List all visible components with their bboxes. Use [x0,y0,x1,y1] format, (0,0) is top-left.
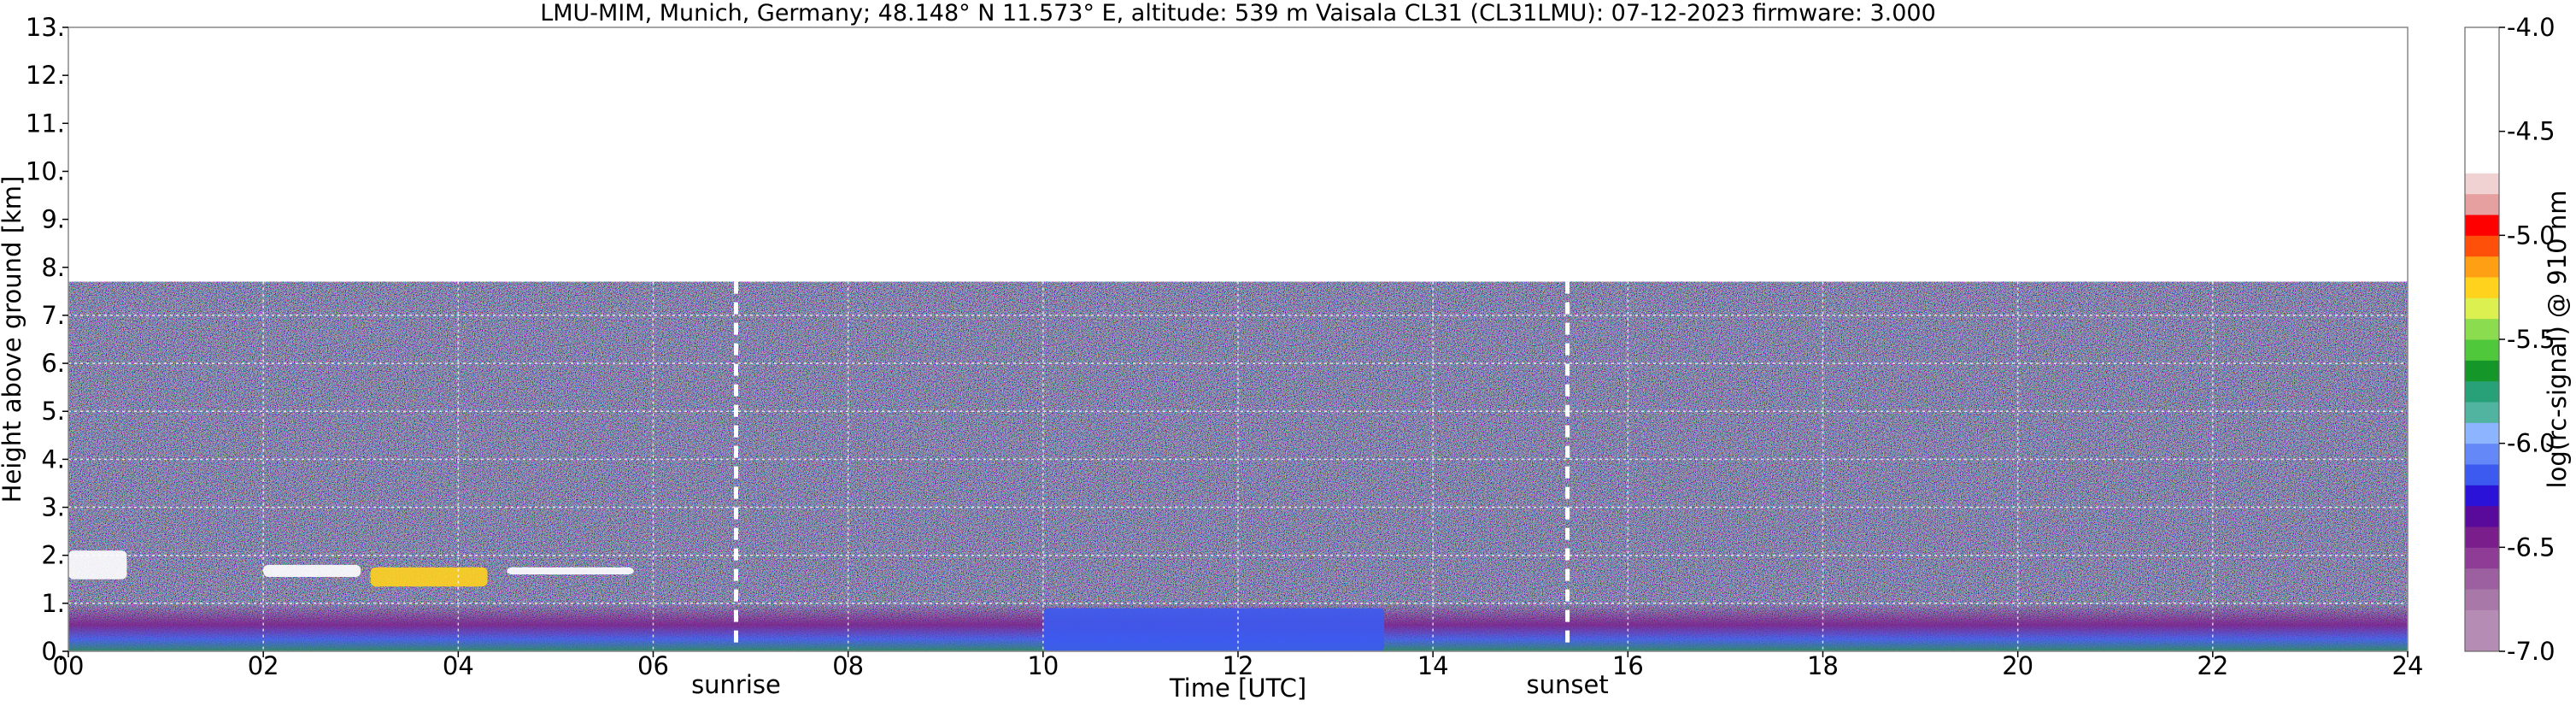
x-tick-label: 22 [2197,651,2228,680]
x-tick-label: 10 [1027,651,1059,680]
colorbar-tick-label: -4.0 [2507,13,2555,42]
plot-area [68,27,2408,651]
colorbar: -7.0 -6.5 -6.0 -5.5 -5.0 -4.5 -4.0 log(rc-sign… [2464,13,2572,666]
x-tick-label: 16 [1612,651,1644,680]
colorbar-tick-label: -6.0 [2507,429,2555,458]
y-tick-label: 13. [26,13,65,42]
annotation-labels: sunrise sunset [691,670,1609,699]
y-axis: 0. 1. 2. 3. 4. 5. 6. 7. 8. 9. 10. 11. 12. 13. [26,13,68,666]
colorbar-level [2465,568,2499,590]
colorbar-level [2465,277,2499,298]
colorbar-tick-label: -5.5 [2507,325,2555,354]
annotation-label-sunset: sunset [1527,670,1609,699]
x-tick-label: 04 [443,651,474,680]
x-tick-label: 00 [53,651,85,680]
y-tick-label: 8. [41,253,65,282]
colorbar-level [2465,318,2499,340]
colorbar-ticks: -7.0 -6.5 -6.0 -5.5 -5.0 -4.5 -4.0 [2499,13,2555,666]
colorbar-level [2465,193,2499,215]
colorbar-tick-label: -7.0 [2507,637,2555,666]
y-tick-label: 1. [41,589,65,618]
x-tick-label: 08 [832,651,864,680]
y-tick-label: 3. [41,493,65,522]
annotation-label-sunrise: sunrise [691,670,781,699]
colorbar-level [2465,402,2499,423]
feature-cloud-layer [263,564,361,577]
y-tick-label: 2. [41,541,65,570]
y-tick-label: 4. [41,444,65,474]
feature-cloud-layer [370,567,488,587]
x-axis-label: Time [UTC] [1169,674,1306,703]
x-tick-label: 14 [1417,651,1449,680]
colorbar-level [2465,547,2499,569]
x-tick-label: 06 [637,651,669,680]
feature-cloud-layer [68,550,127,580]
colorbar-tick-label: -6.5 [2507,532,2555,562]
colorbar-level [2465,422,2499,444]
y-tick-label: 10. [26,156,65,185]
grid-layer [68,281,2408,651]
colorbar-level [2465,215,2499,236]
colorbar-level [2465,27,2499,174]
y-tick-label: 0. [41,637,65,666]
colorbar-tick-label: -4.5 [2507,117,2555,146]
annotation-lines [733,281,1570,651]
colorbar-level [2465,589,2499,610]
y-tick-label: 6. [41,349,65,378]
x-tick-label: 20 [2002,651,2033,680]
colorbar-level [2465,443,2499,465]
colorbar-level [2465,339,2499,361]
x-tick-label: 02 [248,651,279,680]
colorbar-level [2465,485,2499,507]
colorbar-level [2465,527,2499,548]
colorbar-label: log(rc-signal) @ 910 nm [2543,191,2572,489]
colorbar-tick-label: -5.0 [2507,221,2555,250]
y-tick-label: 11. [26,109,65,138]
x-axis: 00 02 04 06 08 10 12 14 16 18 20 22 24 [53,651,2424,680]
colorbar-level [2465,380,2499,403]
x-tick-label: 18 [1807,651,1839,680]
x-tick-label: 12 [1223,651,1254,680]
colorbar-level [2465,256,2499,278]
colorbar-level [2465,297,2499,320]
y-tick-label: 9. [41,205,65,234]
colorbar-level [2465,360,2499,382]
colorbar-level [2465,609,2499,652]
colorbar-level [2465,235,2499,257]
colorbar-levels [2465,27,2499,652]
x-tick-label: 24 [2392,651,2424,680]
y-axis-label: Height above ground [km] [0,176,26,503]
colorbar-level [2465,464,2499,485]
chart-title: LMU-MIM, Munich, Germany; 48.148° N 11.5… [540,0,1936,26]
colorbar-level [2465,505,2499,527]
colorbar-level [2465,173,2499,195]
y-tick-label: 7. [41,301,65,330]
feature-layer [68,550,1385,651]
y-tick-label: 12. [26,61,65,90]
y-tick-label: 5. [41,397,65,426]
feature-mixing-layer [1042,608,1385,651]
feature-cloud-layer [507,567,634,575]
